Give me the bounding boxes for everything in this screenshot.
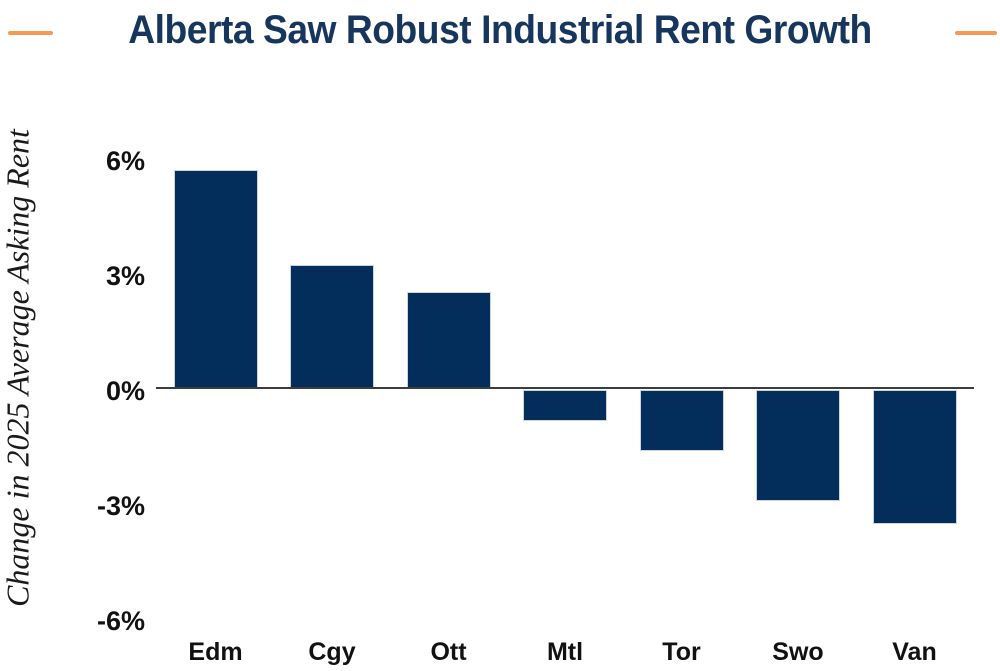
bar-mtl <box>523 390 607 421</box>
y-tick-label-3: 3% <box>105 261 145 292</box>
title-accent-dash-left <box>8 31 53 35</box>
bar-ott <box>406 292 491 388</box>
title-accent-dash-right <box>955 31 997 35</box>
x-axis-zero-line <box>156 387 974 389</box>
chart-title: Alberta Saw Robust Industrial Rent Growt… <box>128 8 872 52</box>
bar-tor <box>639 390 724 452</box>
y-tick-label-6: 6% <box>105 146 145 177</box>
x-tick-label-mtl: Mtl <box>546 638 584 666</box>
bar-van <box>872 390 957 525</box>
y-tick-label--6: -6% <box>96 605 145 636</box>
y-tick-label--3: -3% <box>96 490 145 521</box>
x-tick-label-van: Van <box>892 638 937 666</box>
bar-edm <box>173 169 258 388</box>
x-tick-label-edm: Edm <box>188 638 243 666</box>
x-tick-label-tor: Tor <box>662 638 701 666</box>
bar-swo <box>756 390 840 502</box>
x-tick-label-swo: Swo <box>772 638 824 666</box>
bar-cgy <box>290 265 374 388</box>
y-tick-label-0: 0% <box>105 376 145 406</box>
x-tick-label-ott: Ott <box>430 638 467 666</box>
x-tick-label-cgy: Cgy <box>308 638 356 666</box>
